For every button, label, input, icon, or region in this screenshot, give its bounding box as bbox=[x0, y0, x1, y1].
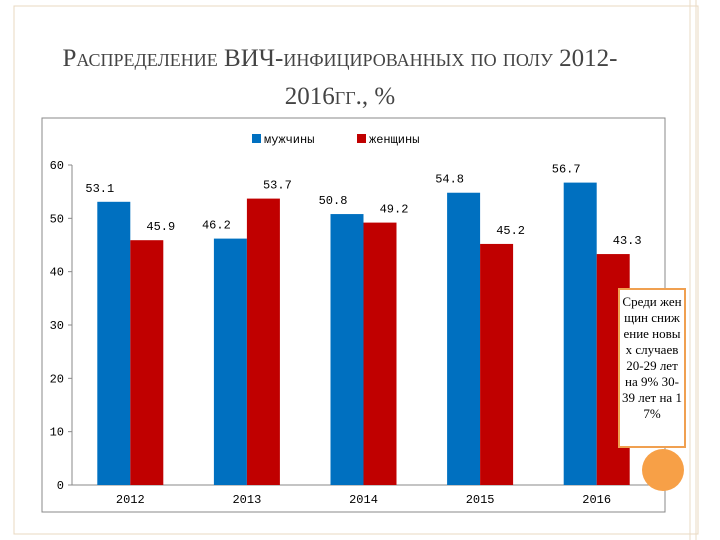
y-tick-label: 0 bbox=[57, 479, 64, 493]
bar bbox=[480, 243, 514, 485]
bar bbox=[363, 222, 397, 485]
bar bbox=[97, 201, 131, 486]
bar bbox=[130, 240, 164, 485]
x-tick-label: 2015 bbox=[466, 493, 495, 507]
y-tick-label: 10 bbox=[50, 426, 64, 440]
legend-swatch bbox=[252, 134, 261, 143]
bar bbox=[213, 238, 247, 485]
x-tick-label: 2014 bbox=[349, 493, 378, 507]
chart-title: Распределение ВИЧ-инфицированных по полу… bbox=[62, 45, 618, 110]
value-label: 50.8 bbox=[319, 194, 348, 208]
annotation: Среди женщин снижение новых случаев 20-2… bbox=[618, 288, 686, 448]
y-tick-label: 50 bbox=[50, 212, 64, 226]
x-tick-label: 2012 bbox=[116, 493, 145, 507]
y-tick-label: 60 bbox=[50, 159, 64, 173]
legend-label: мужчины bbox=[264, 133, 314, 147]
bar bbox=[330, 214, 364, 486]
value-label: 43.3 bbox=[613, 234, 642, 248]
bar bbox=[563, 182, 597, 485]
value-label: 56.7 bbox=[552, 163, 581, 177]
value-label: 45.9 bbox=[146, 220, 175, 234]
value-label: 49.2 bbox=[380, 203, 409, 217]
bar bbox=[246, 198, 280, 485]
value-label: 53.7 bbox=[263, 179, 292, 193]
value-label: 46.2 bbox=[202, 219, 231, 233]
value-label: 45.2 bbox=[496, 224, 525, 238]
legend-label: женщины bbox=[369, 133, 419, 147]
value-label: 54.8 bbox=[435, 173, 464, 187]
bar bbox=[447, 192, 481, 485]
decor-circle bbox=[642, 449, 684, 491]
y-tick-label: 40 bbox=[50, 266, 64, 280]
y-tick-label: 30 bbox=[50, 319, 64, 333]
y-tick-label: 20 bbox=[50, 372, 64, 386]
x-tick-label: 2016 bbox=[582, 493, 611, 507]
value-label: 53.1 bbox=[85, 182, 114, 196]
legend-swatch bbox=[357, 134, 366, 143]
slide-border bbox=[13, 5, 699, 535]
x-tick-label: 2013 bbox=[232, 493, 261, 507]
